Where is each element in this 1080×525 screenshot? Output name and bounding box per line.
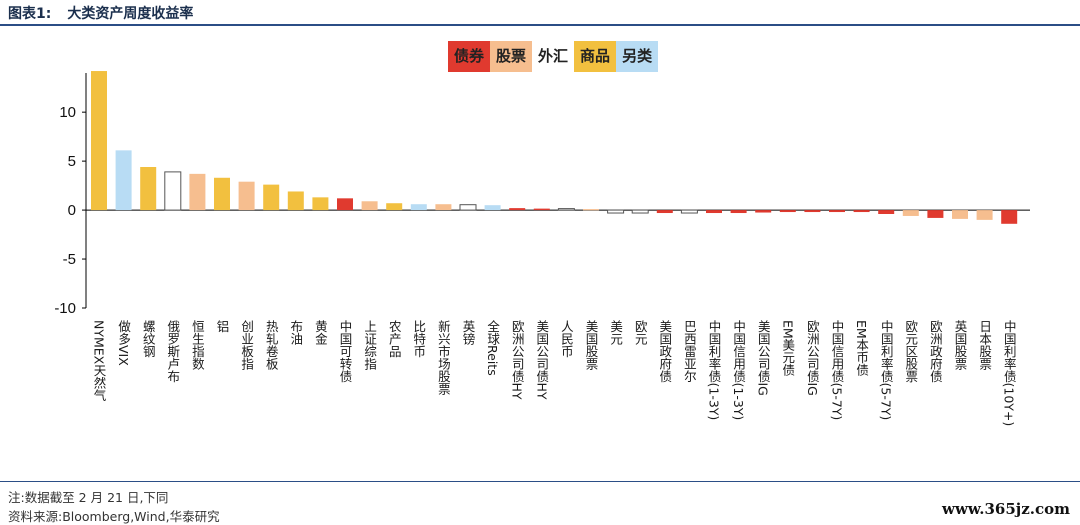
category-label: 欧洲公司债IG <box>805 320 820 396</box>
category-label: 布油 <box>288 320 303 345</box>
category-label: 美国政府债 <box>657 320 672 383</box>
bar <box>557 208 575 211</box>
category-label: 俄罗斯卢布 <box>165 320 180 383</box>
category-label: 农产品 <box>387 320 402 358</box>
bar <box>484 205 501 211</box>
bottom-divider <box>0 481 1080 482</box>
y-tick-label: 10 <box>59 104 76 121</box>
category-label: 热轧卷板 <box>264 320 279 371</box>
category-label: 中国可转债 <box>338 319 353 383</box>
bar <box>631 209 649 214</box>
bar <box>730 210 747 214</box>
category-label: 中国信用债(5-7Y) <box>830 319 845 420</box>
category-label: 黄金 <box>313 320 328 345</box>
category-label: 比特币 <box>411 320 426 358</box>
category-label: 做多VIX <box>116 319 131 366</box>
bar <box>263 184 280 211</box>
category-label: 欧洲公司债HY <box>510 320 525 400</box>
bar <box>656 210 673 214</box>
bar <box>902 210 919 216</box>
category-label: 中国利率债(5-7Y) <box>879 319 894 420</box>
bar <box>164 171 182 211</box>
bar <box>706 210 722 214</box>
category-label: 美元 <box>608 320 623 346</box>
y-tick-label: -10 <box>54 300 76 317</box>
source-note: 资料来源:Bloomberg,Wind,华泰研究 <box>8 509 220 524</box>
category-label: 创业板指 <box>239 320 254 371</box>
category-label: 美国公司债IG <box>756 320 771 396</box>
bar <box>583 209 599 211</box>
bar <box>804 210 821 213</box>
category-label: 英国股票 <box>953 320 968 370</box>
bar <box>509 208 526 211</box>
category-label: NYMEX天然气 <box>92 320 107 402</box>
bar <box>878 210 895 214</box>
category-label: 日本股票 <box>977 320 992 370</box>
watermark: www.365jz.com <box>942 500 1070 518</box>
figure-label: 图表1: <box>8 6 52 22</box>
bar <box>755 210 772 213</box>
category-label: 英镑 <box>461 320 476 346</box>
bar <box>927 210 944 218</box>
bar <box>680 209 698 214</box>
legend-item: 股票 <box>490 41 533 72</box>
bar <box>853 210 870 213</box>
y-tick-label: 0 <box>68 202 76 219</box>
figure-title: 大类资产周度收益率 <box>67 6 194 22</box>
bar <box>1001 210 1018 224</box>
bar <box>410 204 427 211</box>
bar <box>115 150 132 211</box>
bar <box>238 181 255 211</box>
footnote: 注:数据截至 2 月 21 日,下同 <box>8 490 169 505</box>
bar <box>779 210 796 213</box>
category-label: 欧洲政府债 <box>928 320 943 383</box>
category-label: 螺纹钢 <box>141 320 156 358</box>
y-tick-label: -5 <box>63 251 76 268</box>
bar <box>312 197 329 211</box>
category-label: 恒生指数 <box>190 320 205 371</box>
bar <box>459 204 477 211</box>
category-label: 全球Reits <box>485 319 500 376</box>
bar <box>533 208 550 211</box>
bar <box>287 191 304 211</box>
bar <box>140 167 157 211</box>
bar <box>386 203 403 211</box>
bar-chart: 10 5 0 -5 -10 NYMEX天然气 做多VIX 螺纹钢 俄罗斯卢布 恒生指数铝创业板指热… <box>54 71 1030 426</box>
top-divider <box>0 24 1080 26</box>
category-label: EM美元债 <box>780 320 795 376</box>
legend-item: 另类 <box>616 41 659 72</box>
bar <box>976 210 993 220</box>
category-label: 巴西雷亚尔 <box>682 320 697 383</box>
legend-item: 商品 <box>574 41 617 72</box>
category-label: 中国利率债(1-3Y) <box>707 319 722 420</box>
bar <box>91 71 107 211</box>
bar <box>337 198 353 211</box>
bar <box>952 210 968 219</box>
category-label: 美国股票 <box>584 320 599 370</box>
bar <box>189 173 206 211</box>
bar <box>435 204 452 211</box>
category-label: 上证综指 <box>362 320 377 371</box>
chart-title: 图表1: 大类资产周度收益率 <box>8 3 193 23</box>
bar <box>829 210 845 213</box>
category-label: 欧元 <box>633 320 648 346</box>
category-label: 欧元区股票 <box>903 320 918 383</box>
category-label: 中国信用债(1-3Y) <box>731 319 746 420</box>
legend-item: 债券 <box>448 41 491 72</box>
category-label: 中国利率债(10Y+) <box>1002 319 1017 426</box>
legend-item: 外汇 <box>532 41 575 72</box>
chart-legend: 债券 股票 外汇 商品 另类 <box>448 41 659 72</box>
bar <box>361 201 378 211</box>
y-tick-label: 5 <box>68 153 76 170</box>
bar <box>607 209 625 214</box>
category-label: 铝 <box>215 319 230 333</box>
category-label: 新兴市场股票 <box>436 319 451 395</box>
category-label: 美国公司债HY <box>534 320 549 400</box>
category-label: EM本币债 <box>854 320 869 376</box>
category-label: 人民币 <box>559 320 574 358</box>
bar <box>214 177 230 211</box>
